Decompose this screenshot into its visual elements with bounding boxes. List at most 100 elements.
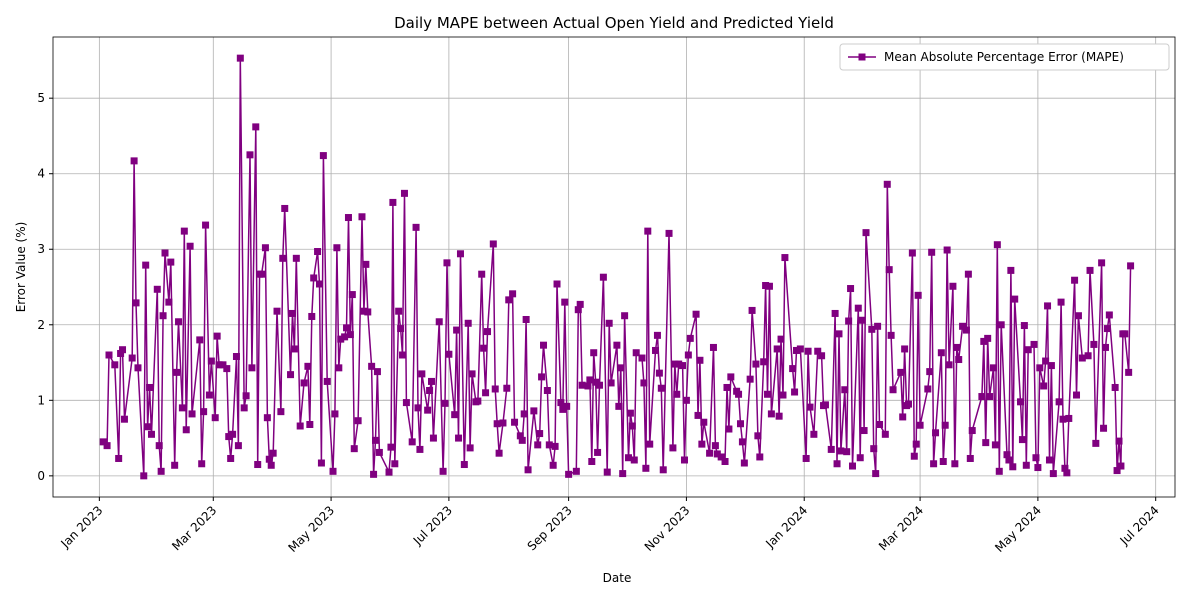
marker: [621, 312, 629, 320]
marker: [680, 456, 688, 464]
marker: [775, 412, 783, 420]
marker: [343, 324, 351, 332]
marker: [592, 378, 600, 386]
marker: [924, 385, 932, 393]
marker: [777, 335, 785, 343]
x-axis-label: Date: [603, 571, 632, 585]
marker: [870, 445, 878, 453]
chart-title: Daily MAPE between Actual Open Yield and…: [394, 14, 834, 32]
marker: [1061, 464, 1069, 472]
marker: [335, 364, 343, 372]
marker: [290, 345, 298, 353]
marker: [246, 151, 254, 159]
marker: [831, 309, 839, 317]
marker: [117, 349, 125, 357]
marker: [516, 432, 524, 440]
marker: [482, 389, 490, 397]
marker: [1022, 461, 1030, 469]
marker: [897, 368, 905, 376]
marker: [939, 457, 947, 465]
plot-frame: [52, 36, 1176, 498]
x-tick-label: Sep 2023: [525, 503, 575, 553]
marker: [1059, 415, 1067, 423]
legend-box: [839, 43, 1170, 71]
marker: [354, 417, 362, 425]
y-tick-label: 3: [37, 242, 45, 256]
marker: [232, 353, 240, 361]
marker: [281, 204, 289, 212]
marker: [505, 296, 513, 304]
marker: [835, 330, 843, 338]
marker: [493, 420, 501, 428]
marker: [551, 442, 559, 450]
marker: [207, 357, 215, 365]
marker: [908, 249, 916, 257]
marker: [978, 393, 986, 401]
marker: [1065, 414, 1073, 422]
marker: [885, 266, 893, 274]
marker: [818, 352, 826, 360]
marker: [306, 420, 314, 428]
marker: [373, 368, 381, 376]
x-tick-label: Jul 2023: [410, 503, 455, 548]
marker: [1084, 352, 1092, 360]
marker: [725, 425, 733, 433]
marker: [146, 383, 154, 391]
marker: [874, 322, 882, 330]
marker: [424, 406, 432, 414]
marker: [1040, 382, 1048, 390]
marker: [997, 321, 1005, 329]
marker: [700, 418, 708, 426]
marker: [248, 364, 256, 372]
marker: [1057, 298, 1065, 306]
marker: [735, 390, 743, 398]
marker: [791, 388, 799, 396]
marker: [412, 223, 420, 231]
marker: [796, 345, 804, 353]
marker: [860, 427, 868, 435]
marker: [1063, 469, 1071, 477]
marker: [955, 356, 963, 364]
marker: [910, 452, 918, 460]
marker: [821, 401, 829, 409]
marker: [267, 461, 275, 469]
y-axis-label: Error Value (%): [14, 222, 28, 313]
marker: [182, 426, 190, 434]
marker: [1121, 330, 1129, 338]
marker: [1018, 436, 1026, 444]
marker: [441, 399, 449, 407]
marker: [754, 432, 762, 440]
marker: [456, 250, 464, 258]
marker: [240, 404, 248, 412]
marker: [717, 453, 725, 461]
marker: [451, 411, 459, 419]
marker: [165, 298, 173, 306]
marker: [439, 467, 447, 475]
marker: [949, 282, 957, 290]
marker: [314, 248, 322, 256]
marker: [655, 369, 663, 377]
marker: [337, 335, 345, 343]
marker: [619, 470, 627, 478]
x-tick-label: Jan 2024: [762, 503, 810, 551]
marker: [186, 242, 194, 250]
marker: [173, 368, 181, 376]
marker: [304, 362, 312, 370]
marker: [553, 280, 561, 288]
marker: [1071, 276, 1079, 284]
marker: [223, 365, 231, 373]
marker: [1047, 362, 1055, 370]
y-tick-label: 4: [37, 167, 45, 181]
marker: [607, 379, 615, 387]
marker: [588, 457, 596, 465]
marker: [559, 405, 567, 413]
marker: [317, 459, 325, 467]
marker: [389, 198, 397, 206]
marker: [503, 384, 511, 392]
marker: [1090, 340, 1098, 348]
marker: [292, 254, 300, 262]
marker: [613, 341, 621, 349]
marker: [348, 291, 356, 299]
marker: [881, 430, 889, 438]
marker: [781, 254, 789, 262]
